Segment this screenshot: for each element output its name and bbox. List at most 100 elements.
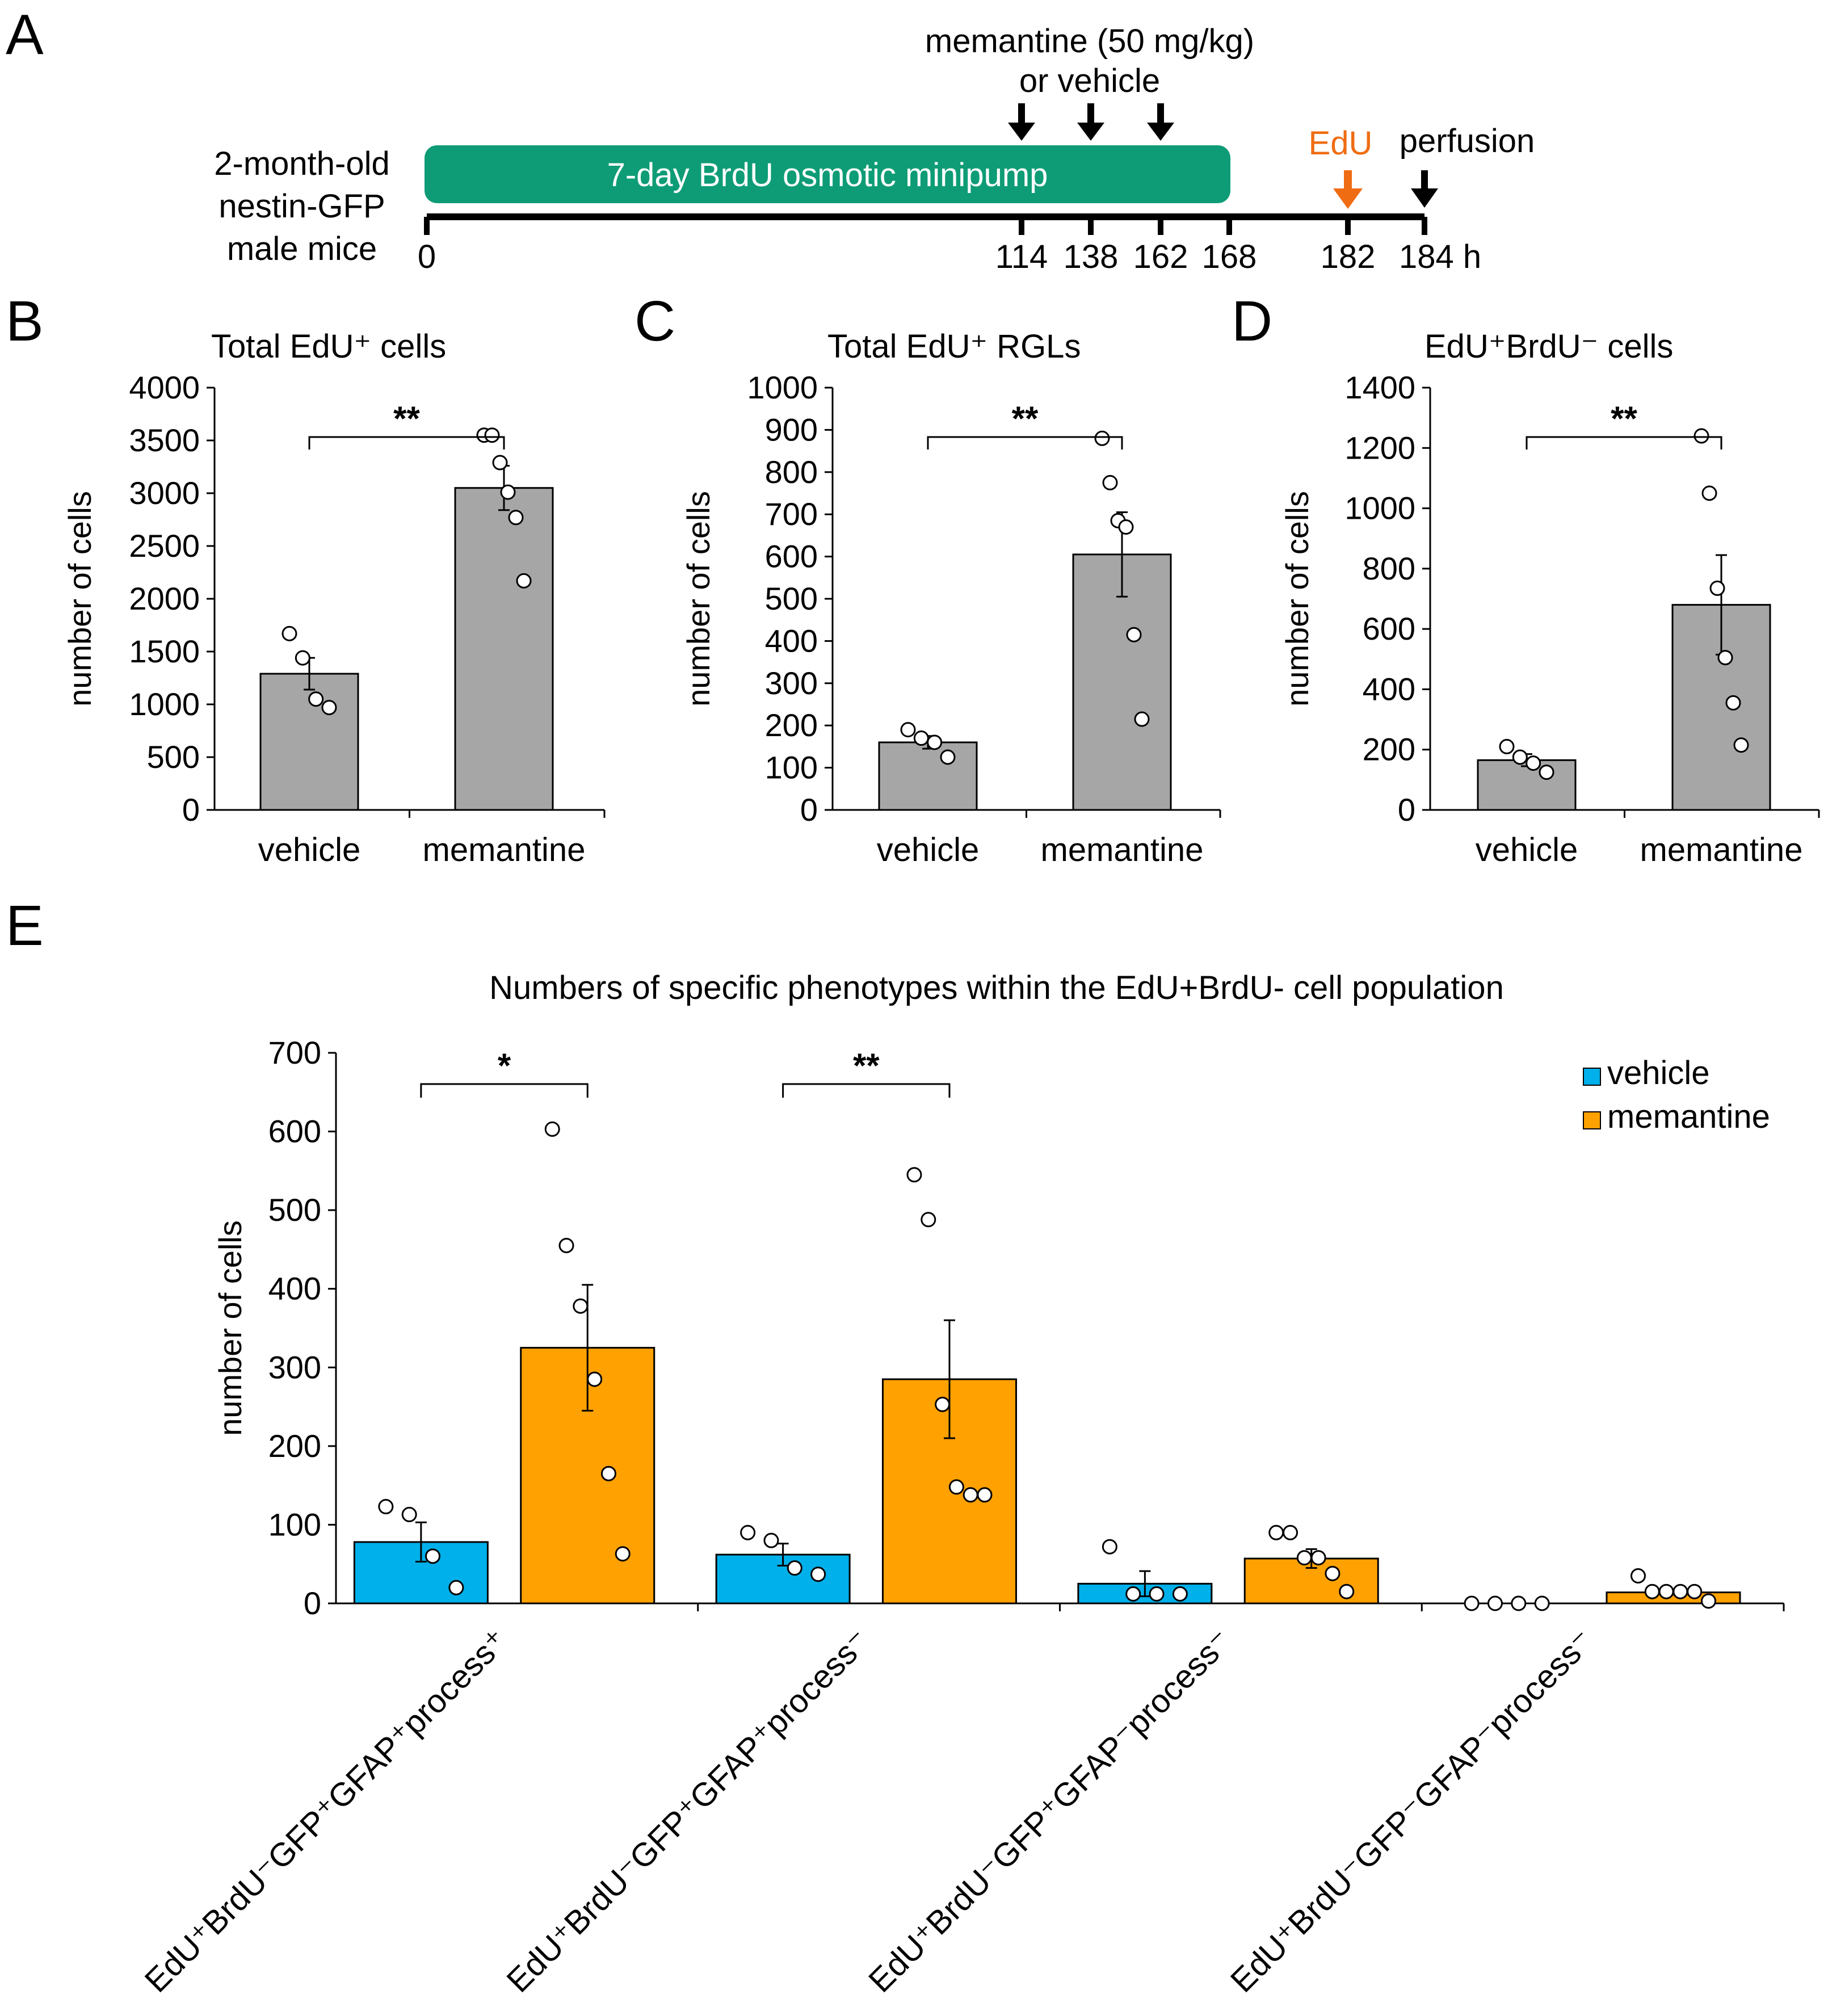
data-point — [1717, 650, 1733, 666]
drug-injection-arrows — [1008, 103, 1174, 141]
legend-swatch-memantine — [1583, 1111, 1601, 1129]
subject-line-3: male mice — [227, 230, 377, 267]
significance-label: ** — [393, 400, 420, 438]
y-tick-label: 400 — [765, 623, 818, 658]
y-tick-label: 2500 — [129, 528, 200, 564]
data-point — [1094, 430, 1110, 446]
y-tick-label: 1200 — [1344, 430, 1415, 465]
data-point — [492, 455, 508, 471]
chart-edu-brdu-neg-cells: EdU⁺BrdU⁻ cells number of cells 0 200 400 600… — [1279, 328, 1820, 868]
y-tick-label: 0 — [800, 792, 818, 828]
significance-label: * — [498, 1047, 511, 1085]
chart-title: Total EdU⁺ cells — [211, 328, 446, 365]
data-point — [1687, 1584, 1703, 1599]
data-point — [1499, 738, 1515, 754]
data-point — [948, 1479, 964, 1495]
y-tick-label: 400 — [268, 1271, 321, 1307]
category-label: vehicle — [1476, 831, 1578, 868]
minipump-bar — [425, 145, 1230, 203]
y-tick-label: 200 — [268, 1428, 321, 1464]
data-point — [321, 700, 337, 716]
panel-letter-a: A — [6, 3, 44, 66]
data-point — [977, 1487, 993, 1503]
y-tick-label: 0 — [304, 1585, 321, 1621]
category-label: EdU⁺BrdU⁻GFP⁺GFAP⁺process⁻ — [499, 1622, 877, 2000]
data-point — [1268, 1524, 1284, 1540]
data-point — [1725, 695, 1741, 711]
panel-letter-c: C — [634, 289, 675, 353]
minipump-label: 7-day BrdU osmotic minipump — [607, 157, 1048, 194]
significance-bracket — [927, 436, 1123, 450]
y-tick-label: 600 — [765, 539, 818, 574]
data-point — [1125, 1586, 1141, 1602]
significance-label: ** — [1012, 400, 1039, 438]
data-point — [963, 1487, 978, 1503]
data-point — [913, 730, 929, 746]
legend-label-vehicle: vehicle — [1607, 1055, 1710, 1091]
data-point — [1672, 1584, 1688, 1599]
y-axis-label: number of cells — [212, 1220, 248, 1436]
category-label: memantine — [423, 831, 586, 868]
significance-label: ** — [1611, 400, 1637, 438]
data-point — [615, 1546, 631, 1562]
y-tick-label: 1500 — [129, 633, 200, 669]
data-point — [1487, 1595, 1503, 1611]
data-point — [1102, 1539, 1117, 1555]
data-point — [906, 1167, 922, 1183]
data-point — [1709, 580, 1725, 596]
y-tick-label: 1400 — [1344, 369, 1415, 405]
y-tick-label: 4000 — [129, 369, 200, 405]
data-point — [900, 722, 916, 738]
data-point — [401, 1506, 417, 1522]
y-tick-label: 3500 — [129, 422, 200, 458]
data-point — [544, 1121, 560, 1137]
y-tick-label: 0 — [182, 792, 200, 828]
data-point — [1701, 485, 1717, 501]
data-point — [1102, 474, 1118, 490]
data-point — [1644, 1584, 1660, 1599]
timeline-label-184: 184 h — [1399, 238, 1481, 275]
y-tick-label: 300 — [765, 665, 818, 701]
y-axis-label: number of cells — [62, 491, 98, 707]
data-point — [1512, 749, 1528, 765]
y-tick-label: 800 — [1363, 551, 1415, 586]
data-point — [1630, 1568, 1646, 1584]
timeline-label-0: 0 — [418, 238, 436, 275]
data-point — [1534, 1595, 1550, 1611]
significance-bracket — [782, 1083, 951, 1098]
y-tick-label: 700 — [765, 496, 818, 532]
data-point — [787, 1560, 802, 1576]
data-point — [600, 1465, 616, 1481]
y-tick-label: 0 — [1398, 792, 1415, 828]
panel-letter-e: E — [6, 894, 44, 957]
y-tick-label: 200 — [1363, 732, 1415, 767]
panel-letter-b: B — [6, 289, 44, 353]
y-tick-label: 500 — [268, 1192, 321, 1228]
data-point — [935, 1396, 951, 1412]
category-label: vehicle — [258, 831, 361, 868]
y-tick-label: 800 — [765, 454, 818, 490]
data-point — [1134, 711, 1150, 727]
data-point — [484, 427, 500, 443]
category-label: EdU⁺BrdU⁻GFP⁻GFAP⁻process⁻ — [1224, 1622, 1601, 2000]
y-axis-label: number of cells — [680, 491, 716, 707]
timeline-label-182: 182 — [1321, 238, 1376, 275]
chart-total-edu-rgls: Total EdU⁺ RGLs number of cells 0 100 200 300… — [680, 328, 1221, 868]
data-point — [1693, 428, 1709, 444]
data-point — [1511, 1595, 1527, 1611]
data-point — [763, 1532, 779, 1548]
data-point — [1149, 1586, 1165, 1602]
edu-arrow — [1333, 170, 1363, 209]
chart-title: Numbers of specific phenotypes within th… — [489, 969, 1504, 1006]
edu-label: EdU — [1309, 125, 1373, 162]
y-tick-label: 600 — [268, 1114, 321, 1149]
data-point — [1700, 1593, 1716, 1609]
y-tick-label: 600 — [1363, 611, 1415, 646]
significance-bracket — [420, 1083, 589, 1098]
timeline-panel: A 2-month-old nestin-GFP male mice 7-day… — [6, 3, 1535, 275]
significance-label: ** — [853, 1047, 880, 1085]
bar-vehicle — [878, 741, 978, 811]
timeline-label-138: 138 — [1064, 238, 1119, 275]
chart-title: EdU⁺BrdU⁻ cells — [1424, 328, 1673, 365]
